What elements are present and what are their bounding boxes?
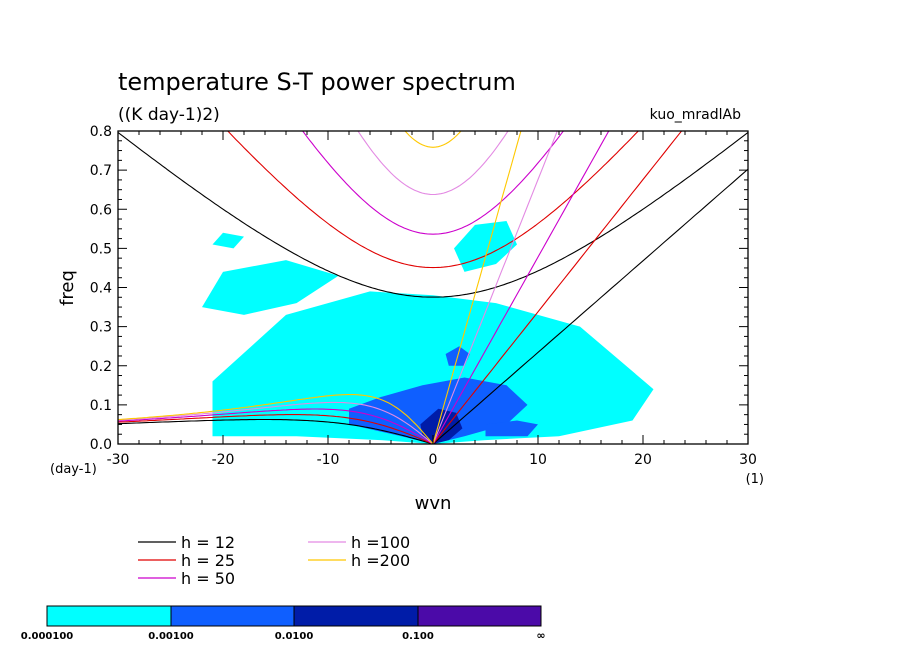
run-label: kuo_mradlAb xyxy=(650,107,741,123)
dispersion-legend: h = 12 h = 25 h = 50 h =100 h =200 xyxy=(138,533,410,588)
colorbar-swatch-2 xyxy=(171,606,294,626)
inertio-gravity-curve xyxy=(357,131,509,196)
legend-item-h200: h =200 xyxy=(308,551,410,570)
colorbar-swatch-1 xyxy=(47,606,171,626)
kelvin-curve xyxy=(432,131,610,444)
y-tick-label: 0.7 xyxy=(90,163,112,179)
rossby-curve xyxy=(118,393,434,444)
power-region-level-2 xyxy=(485,420,538,437)
legend-item-h25: h = 25 xyxy=(138,551,235,570)
y-tick-label: 0.2 xyxy=(90,359,112,375)
rossby-curve xyxy=(118,408,434,444)
y-tick-label: 0.4 xyxy=(90,281,112,297)
colorbar-label: ∞ xyxy=(536,629,545,642)
colorbar-swatch-3 xyxy=(294,606,418,626)
x-tick-label: -30 xyxy=(107,452,130,468)
colorbar-label: 0.0100 xyxy=(275,631,314,642)
inertio-gravity-curve xyxy=(301,131,565,235)
legend-label: h =100 xyxy=(351,533,410,552)
colorbar-swatch-4 xyxy=(418,606,541,626)
power-region-level-3 xyxy=(420,408,463,444)
inertio-gravity-curve xyxy=(118,131,748,298)
colorbar-label: 0.00100 xyxy=(148,631,194,642)
inertio-gravity-curve xyxy=(227,131,640,269)
x-tick-label: -20 xyxy=(212,452,235,468)
colorbar-label: 0.100 xyxy=(402,631,434,642)
rossby-curve xyxy=(118,414,434,444)
legend-label: h = 50 xyxy=(181,569,235,588)
x-tick-label: -10 xyxy=(317,452,340,468)
power-region-level-1 xyxy=(454,221,517,272)
y-tick-label: 0.5 xyxy=(90,241,112,257)
x-tick-label: 10 xyxy=(529,452,547,468)
x-axis-unit: (1) xyxy=(746,472,764,487)
chart-subtitle: ((K day-1)2) xyxy=(118,105,220,125)
rossby-curve xyxy=(118,418,434,444)
power-region-level-1 xyxy=(202,260,339,315)
legend-label: h = 25 xyxy=(181,551,235,570)
colorbar-label: 0.000100 xyxy=(21,631,74,642)
legend-item-h100: h =100 xyxy=(308,533,410,552)
dispersion-curves xyxy=(118,131,748,444)
power-contour-fills xyxy=(202,221,654,444)
chart-title: temperature S-T power spectrum xyxy=(118,68,516,96)
x-tick-label: 30 xyxy=(739,452,757,468)
power-region-level-1 xyxy=(212,291,654,444)
kelvin-curve xyxy=(432,131,558,444)
y-tick-label: 0.0 xyxy=(90,437,112,453)
kelvin-curve xyxy=(432,131,683,444)
axis-ticks: -30 -20 -10 0 10 20 30 0.0 0.1 0.2 0.3 0.4 0.5 0.6 0.7… xyxy=(90,124,757,468)
y-axis-label: freq xyxy=(57,270,78,306)
legend-item-h12: h = 12 xyxy=(138,533,235,552)
kelvin-curve xyxy=(432,168,748,444)
x-tick-label: 20 xyxy=(634,452,652,468)
kelvin-curve xyxy=(432,131,522,444)
inertio-gravity-curve xyxy=(404,131,462,148)
y-tick-label: 0.1 xyxy=(90,398,112,414)
y-tick-label: 0.6 xyxy=(90,202,112,218)
x-axis-label: wvn xyxy=(415,493,452,514)
rossby-curve xyxy=(118,401,434,444)
y-axis-unit: (day-1) xyxy=(50,462,97,477)
x-tick-label: 0 xyxy=(429,452,438,468)
power-region-level-1 xyxy=(212,232,244,249)
colorbar: 0.000100 0.00100 0.0100 0.100 ∞ xyxy=(21,605,546,642)
y-tick-label: 0.8 xyxy=(90,124,112,140)
y-tick-label: 0.3 xyxy=(90,320,112,336)
legend-label: h =200 xyxy=(351,551,410,570)
legend-item-h50: h = 50 xyxy=(138,569,235,588)
legend-label: h = 12 xyxy=(181,533,235,552)
